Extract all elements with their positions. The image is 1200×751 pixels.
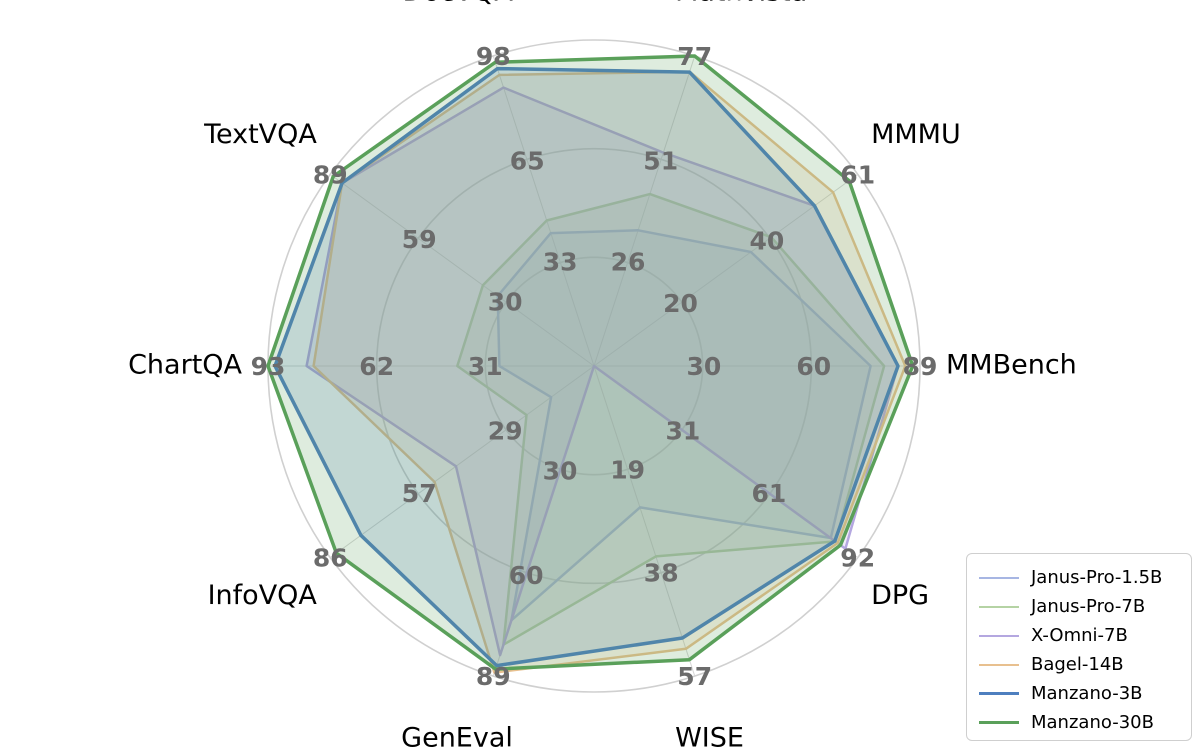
legend-label: Manzano-30B <box>1031 712 1154 733</box>
series-bagel-14b <box>312 70 907 674</box>
tick-label-textvqa-1: 30 <box>488 287 523 316</box>
tick-label-geneval-3: 89 <box>476 662 511 691</box>
tick-label-docvqa-2: 65 <box>510 146 545 175</box>
series-manzano-30b <box>266 54 915 671</box>
spoke-docvqa <box>492 55 595 367</box>
tick-label-wise-2: 38 <box>644 559 679 588</box>
tick-label-wise-1: 19 <box>610 455 645 484</box>
legend-label: Janus-Pro-1.5B <box>1031 567 1163 588</box>
tick-label-mmbench-1: 30 <box>687 352 722 381</box>
axis-label-docvqa: DocVQA <box>403 0 514 8</box>
tick-label-mmbench-2: 60 <box>796 352 831 381</box>
tick-label-textvqa-2: 59 <box>402 225 437 254</box>
tick-label-geneval-1: 30 <box>543 457 578 486</box>
tick-label-infovqa-2: 57 <box>402 479 437 508</box>
legend-item-manzano-3b: Manzano-3B <box>979 679 1179 708</box>
radar-series <box>266 54 915 674</box>
tick-label-docvqa-1: 33 <box>543 248 578 277</box>
tick-label-mmmu-3: 61 <box>840 160 875 189</box>
tick-label-infovqa-3: 86 <box>313 544 348 573</box>
radar-tick-labels: 30 60 89 20 40 61 26 51 77 33 65 98 30 59 89 31 62 93 29 57… <box>251 42 938 691</box>
legend-label: Manzano-3B <box>1031 683 1143 704</box>
legend-item-janus-pro-7b: Janus-Pro-7B <box>979 592 1179 621</box>
spoke-mathvista <box>593 55 696 367</box>
legend-swatch <box>979 576 1019 579</box>
tick-label-geneval-2: 60 <box>509 561 544 590</box>
tick-label-textvqa-3: 89 <box>313 160 348 189</box>
tick-label-chartqa-1: 31 <box>468 352 503 381</box>
spoke-wise <box>593 365 696 677</box>
chart-legend: Janus-Pro-1.5B Janus-Pro-7B X-Omni-7B Bagel… <box>966 553 1192 741</box>
legend-label: Bagel-14B <box>1031 654 1124 675</box>
legend-item-bagel-14b: Bagel-14B <box>979 650 1179 679</box>
series-x-omni-7b <box>305 86 900 657</box>
axis-label-wise: WISE <box>675 722 744 751</box>
legend-label: X-Omni-7B <box>1031 625 1128 646</box>
legend-swatch <box>979 663 1019 666</box>
radar-axis-labels: MMBench MMMU Mathvista DocVQA TextVQA ChartQA… <box>128 0 1077 751</box>
tick-label-mathvista-2: 51 <box>643 147 678 176</box>
tick-label-mathvista-1: 26 <box>611 247 646 276</box>
series-manzano-3b <box>273 66 900 668</box>
spoke-textvqa <box>329 173 595 367</box>
legend-item-manzano-30b: Manzano-30B <box>979 708 1179 737</box>
tick-label-dpg-1: 31 <box>666 417 701 446</box>
legend-swatch <box>979 634 1019 637</box>
legend-label: Janus-Pro-7B <box>1031 596 1146 617</box>
tick-label-wise-3: 57 <box>677 662 712 691</box>
tick-label-docvqa-3: 98 <box>476 42 511 71</box>
tick-label-chartqa-3: 93 <box>251 352 286 381</box>
axis-label-geneval: GenEval <box>401 722 513 751</box>
tick-label-mmmu-2: 40 <box>750 226 785 255</box>
legend-swatch <box>979 605 1019 608</box>
series-janus-pro-1-5b <box>496 229 872 622</box>
tick-label-dpg-2: 61 <box>752 479 787 508</box>
legend-item-janus-pro-1-5b: Janus-Pro-1.5B <box>979 563 1179 592</box>
legend-swatch <box>979 721 1019 724</box>
tick-label-mmmu-1: 20 <box>663 289 698 318</box>
tick-label-dpg-3: 92 <box>840 544 875 573</box>
series-janus-pro-7b <box>456 192 886 646</box>
axis-label-mathvista: Mathvista <box>675 0 807 8</box>
axis-label-textvqa: TextVQA <box>203 119 317 150</box>
axis-label-mmmu: MMMU <box>871 119 961 150</box>
axis-label-mmbench: MMBench <box>946 350 1077 381</box>
legend-item-x-omni-7b: X-Omni-7B <box>979 621 1179 650</box>
tick-label-mathvista-3: 77 <box>677 42 712 71</box>
axis-label-dpg: DPG <box>871 580 929 611</box>
tick-label-infovqa-1: 29 <box>488 417 523 446</box>
axis-label-infovqa: InfoVQA <box>208 580 318 611</box>
tick-label-chartqa-2: 62 <box>359 352 394 381</box>
legend-swatch <box>979 692 1019 695</box>
axis-label-chartqa: ChartQA <box>128 350 242 381</box>
tick-label-mmbench-3: 89 <box>903 352 938 381</box>
